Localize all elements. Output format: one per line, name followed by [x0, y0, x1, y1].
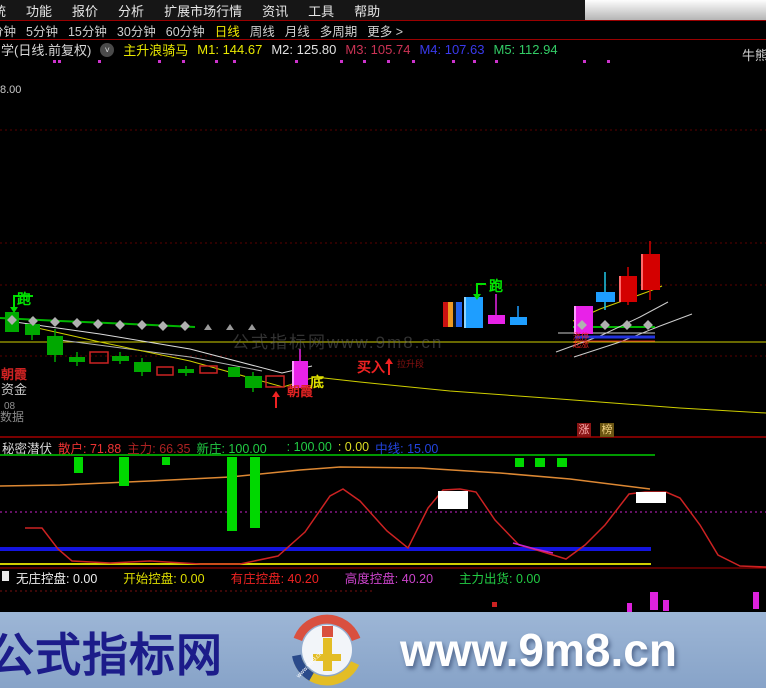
menu-item-2[interactable]: 报价	[72, 3, 99, 19]
menu-item-4[interactable]: 扩展市场行情	[164, 3, 243, 19]
period-tab-3[interactable]: 30分钟	[116, 24, 156, 39]
status-value-2: 有庄控盘: 40.20	[230, 571, 319, 586]
status-value-0: 无庄控盘: 0.00	[16, 571, 98, 586]
menu-item-1[interactable]: 功能	[26, 3, 53, 19]
chart-title: 学(日线.前复权)	[1, 43, 92, 58]
period-tab-4[interactable]: 60分钟	[165, 24, 205, 39]
site-banner: 公式指标网 www.9m8.cn www.9m8.cn	[0, 612, 766, 688]
period-tab-2[interactable]: 15分钟	[67, 24, 107, 39]
site-name: 公式指标网	[0, 629, 223, 681]
site-url[interactable]: www.9m8.cn	[400, 624, 677, 676]
svg-text:朝霞: 朝霞	[287, 384, 314, 399]
menu-item-6[interactable]: 工具	[308, 3, 335, 19]
svg-text:拉升段: 拉升段	[397, 358, 424, 369]
indicator-value-1: 散户: 71.88	[58, 441, 122, 456]
menu-item-7[interactable]: 帮助	[354, 3, 381, 19]
bull-bear-label: 牛熊	[742, 48, 766, 63]
ma-value-1: M1: 144.67	[197, 42, 263, 57]
ma-value-2: M2: 125.80	[271, 42, 337, 57]
menu-item-0[interactable]: 统	[0, 1, 6, 20]
period-tab-0[interactable]: 分钟	[0, 24, 17, 39]
indicator-value-2: 主力: 66.35	[127, 441, 191, 456]
chevron-down-icon[interactable]: ˅	[100, 42, 115, 57]
svg-text:数据: 数据	[0, 409, 24, 424]
svg-text:跑: 跑	[17, 291, 31, 307]
svg-text:起涨: 起涨	[573, 339, 589, 349]
status-value-4: 主力出货: 0.00	[459, 571, 541, 586]
status-bar: 无庄控盘: 0.00 开始控盘: 0.00 有庄控盘: 40.20 高度控盘: 40.…	[0, 570, 766, 586]
svg-text:底: 底	[310, 374, 324, 390]
indicator-value-0: 秘密潜伏	[2, 441, 53, 456]
svg-text:涨停: 涨停	[573, 331, 589, 341]
period-tab-1[interactable]: 5分钟	[26, 24, 58, 39]
svg-text:买入: 买入	[357, 359, 385, 375]
svg-text:资金: 资金	[1, 382, 27, 397]
info-bar: 学(日线.前复权) ˅ 主升浪骑马 M1: 144.67 M2: 125.80 M3:…	[0, 40, 766, 59]
menu-bar-empty-area	[585, 0, 766, 20]
period-tab-9[interactable]: 更多 >	[367, 24, 404, 39]
ma-value-0: 主升浪骑马	[123, 43, 189, 58]
indicator-value-6: 中线: 15.00	[375, 441, 439, 456]
period-tab-7[interactable]: 月线	[284, 24, 310, 39]
period-tab-8[interactable]: 多周期	[319, 24, 358, 39]
menu-item-5[interactable]: 资讯	[262, 3, 289, 19]
menu-item-3[interactable]: 分析	[118, 3, 145, 19]
svg-text:跑: 跑	[489, 278, 503, 294]
ma-value-3: M3: 105.74	[345, 42, 411, 57]
svg-text:08: 08	[4, 401, 16, 412]
menu-bar: 统 功能 报价 分析 扩展市场行情 资讯 工具 帮助	[0, 0, 766, 20]
status-value-3: 高度控盘: 40.20	[344, 571, 434, 586]
zhang-chip: 涨	[577, 423, 591, 437]
period-tab-6[interactable]: 周线	[249, 24, 275, 39]
svg-text:朝霞: 朝霞	[1, 367, 28, 382]
svg-text:8.00: 8.00	[0, 84, 21, 96]
site-logo-icon: www.9m8.cn	[290, 613, 364, 688]
period-tab-5[interactable]: 日线	[214, 24, 240, 39]
bang-chip: 榜	[600, 423, 614, 437]
ma-value-4: M4: 107.63	[419, 42, 485, 57]
svg-text:公式指标网www.9m8.cn: 公式指标网www.9m8.cn	[232, 333, 443, 352]
ma-value-5: M5: 112.94	[493, 42, 558, 57]
status-value-1: 开始控盘: 0.00	[123, 571, 205, 586]
indicator-value-3: 新庄: 100.00	[196, 441, 267, 456]
indicator-header: 秘密潜伏 散户: 71.88 主力: 66.35 新庄: 100.00 : 100.00…	[0, 439, 766, 456]
indicator-value-4: : 100.00	[286, 440, 332, 454]
indicator-value-5: : 0.00	[337, 440, 370, 454]
